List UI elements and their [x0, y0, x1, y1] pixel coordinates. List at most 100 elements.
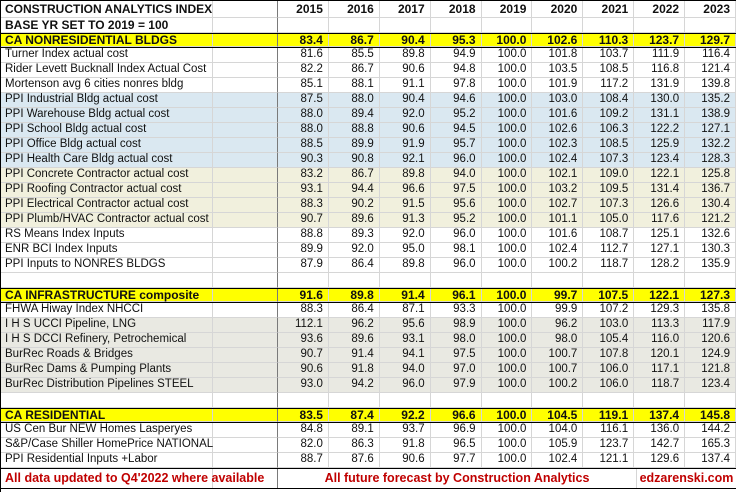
- value-cell[interactable]: 100.0: [481, 63, 533, 78]
- value-cell[interactable]: 125.9: [634, 138, 686, 153]
- value-cell[interactable]: 91.8: [328, 363, 380, 378]
- value-cell[interactable]: 97.5: [430, 348, 482, 363]
- value-cell[interactable]: 100.0: [481, 198, 533, 213]
- value-cell[interactable]: 118.7: [634, 378, 686, 393]
- value-cell[interactable]: 127.1: [634, 243, 686, 258]
- value-cell[interactable]: 103.2: [532, 183, 584, 198]
- value-cell[interactable]: 125.1: [634, 228, 686, 243]
- empty-cell[interactable]: [532, 273, 584, 288]
- value-cell[interactable]: 88.1: [328, 78, 380, 93]
- value-cell[interactable]: 102.4: [532, 153, 584, 168]
- value-cell[interactable]: 105.0: [583, 213, 635, 228]
- spacer-cell[interactable]: [213, 153, 278, 168]
- value-cell[interactable]: 121.1: [583, 453, 635, 468]
- value-cell[interactable]: 96.0: [379, 378, 431, 393]
- value-cell[interactable]: 86.4: [328, 258, 380, 273]
- value-cell[interactable]: 96.0: [430, 228, 482, 243]
- spacer-cell[interactable]: [213, 78, 278, 93]
- value-cell[interactable]: 89.6: [328, 213, 380, 228]
- value-cell[interactable]: 99.9: [532, 303, 584, 318]
- spacer-cell[interactable]: [213, 289, 278, 302]
- value-cell[interactable]: 93.1: [379, 333, 431, 348]
- value-cell[interactable]: 121.4: [685, 63, 736, 78]
- section-value-cell[interactable]: 110.3: [583, 34, 635, 47]
- value-cell[interactable]: 89.8: [379, 48, 431, 63]
- value-cell[interactable]: 87.9: [278, 258, 329, 273]
- spacer-cell[interactable]: [213, 198, 278, 213]
- value-cell[interactable]: 88.8: [328, 123, 380, 138]
- value-cell[interactable]: 89.8: [379, 258, 431, 273]
- value-cell[interactable]: 88.3: [278, 198, 329, 213]
- section-value-cell[interactable]: 127.3: [685, 289, 736, 302]
- value-cell[interactable]: 132.6: [685, 228, 736, 243]
- value-cell[interactable]: 89.4: [328, 108, 380, 123]
- value-cell[interactable]: 94.2: [328, 378, 380, 393]
- value-cell[interactable]: 83.2: [278, 168, 329, 183]
- spacer-cell[interactable]: [213, 243, 278, 258]
- empty-cell[interactable]: [481, 393, 533, 408]
- value-cell[interactable]: 101.1: [532, 213, 584, 228]
- empty-cell[interactable]: [430, 18, 482, 33]
- value-cell[interactable]: 102.3: [532, 138, 584, 153]
- value-cell[interactable]: 90.8: [328, 153, 380, 168]
- value-cell[interactable]: 100.0: [481, 228, 533, 243]
- empty-cell[interactable]: [328, 273, 380, 288]
- value-cell[interactable]: 104.0: [532, 423, 584, 438]
- year-header-2015[interactable]: 2015: [278, 1, 329, 18]
- section-value-cell[interactable]: 100.0: [481, 409, 533, 422]
- value-cell[interactable]: 108.5: [583, 138, 635, 153]
- spacer-cell[interactable]: [213, 438, 278, 453]
- value-cell[interactable]: 101.8: [532, 48, 584, 63]
- value-cell[interactable]: 103.7: [583, 48, 635, 63]
- value-cell[interactable]: 123.4: [685, 378, 736, 393]
- value-cell[interactable]: 96.2: [328, 318, 380, 333]
- spacer-cell[interactable]: [213, 138, 278, 153]
- value-cell[interactable]: 91.8: [379, 438, 431, 453]
- spacer-cell[interactable]: [213, 1, 278, 18]
- value-cell[interactable]: 121.2: [685, 213, 736, 228]
- value-cell[interactable]: 128.2: [634, 258, 686, 273]
- value-cell[interactable]: 112.1: [278, 318, 329, 333]
- empty-cell[interactable]: [430, 273, 482, 288]
- value-cell[interactable]: 120.1: [634, 348, 686, 363]
- value-cell[interactable]: 94.6: [430, 93, 482, 108]
- value-cell[interactable]: 92.1: [379, 153, 431, 168]
- spacer-cell[interactable]: [213, 303, 278, 318]
- section-value-cell[interactable]: 102.6: [532, 34, 584, 47]
- value-cell[interactable]: 100.2: [532, 378, 584, 393]
- spacer-cell[interactable]: [213, 333, 278, 348]
- value-cell[interactable]: 96.6: [379, 183, 431, 198]
- value-cell[interactable]: 90.6: [379, 63, 431, 78]
- value-cell[interactable]: 100.0: [481, 108, 533, 123]
- value-cell[interactable]: 100.0: [481, 303, 533, 318]
- value-cell[interactable]: 100.0: [481, 243, 533, 258]
- section-value-cell[interactable]: 91.4: [379, 289, 431, 302]
- value-cell[interactable]: 139.8: [685, 78, 736, 93]
- section-value-cell[interactable]: 90.4: [379, 34, 431, 47]
- value-cell[interactable]: 132.2: [685, 138, 736, 153]
- spacer-cell[interactable]: [213, 168, 278, 183]
- section-value-cell[interactable]: 104.5: [532, 409, 584, 422]
- value-cell[interactable]: 137.4: [685, 453, 736, 468]
- value-cell[interactable]: 90.6: [379, 123, 431, 138]
- value-cell[interactable]: 94.0: [430, 168, 482, 183]
- value-cell[interactable]: 100.0: [481, 123, 533, 138]
- value-cell[interactable]: 130.4: [685, 198, 736, 213]
- value-cell[interactable]: 123.7: [583, 438, 635, 453]
- year-header-2016[interactable]: 2016: [328, 1, 380, 18]
- section-value-cell[interactable]: 96.1: [430, 289, 482, 302]
- section-value-cell[interactable]: 86.7: [328, 34, 380, 47]
- value-cell[interactable]: 136.0: [634, 423, 686, 438]
- value-cell[interactable]: 86.7: [328, 168, 380, 183]
- value-cell[interactable]: 100.0: [481, 423, 533, 438]
- value-cell[interactable]: 142.7: [634, 438, 686, 453]
- value-cell[interactable]: 106.0: [583, 378, 635, 393]
- value-cell[interactable]: 87.6: [328, 453, 380, 468]
- empty-cell[interactable]: [1, 393, 213, 408]
- value-cell[interactable]: 90.3: [278, 153, 329, 168]
- value-cell[interactable]: 86.7: [328, 63, 380, 78]
- spacer-cell[interactable]: [213, 363, 278, 378]
- value-cell[interactable]: 89.3: [328, 228, 380, 243]
- section-value-cell[interactable]: 129.7: [685, 34, 736, 47]
- value-cell[interactable]: 100.0: [481, 378, 533, 393]
